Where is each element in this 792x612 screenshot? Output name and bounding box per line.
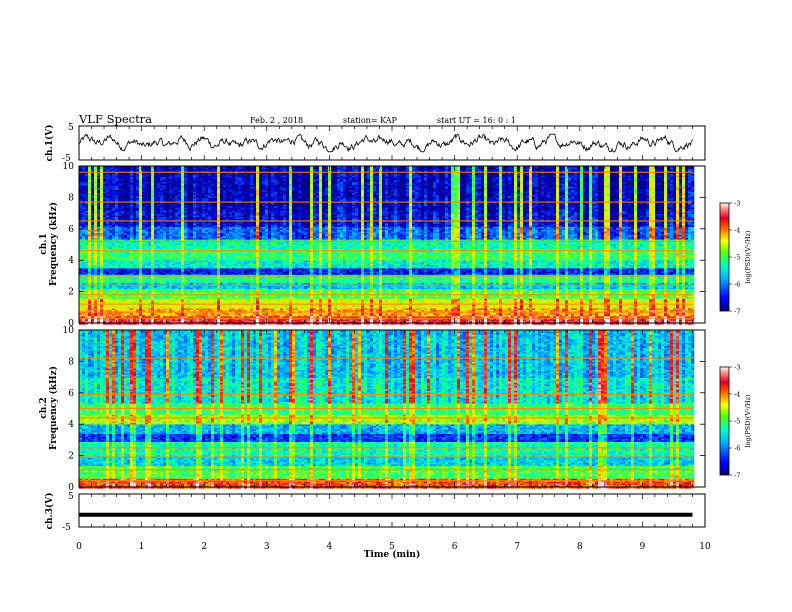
ch1-spectrogram-image <box>79 166 694 325</box>
station-label: station= KAP <box>343 116 398 125</box>
ch1-ytick-top: 5 <box>68 123 74 133</box>
ch1-waveform-trace <box>79 134 693 152</box>
ch1-waveform-line <box>79 134 693 152</box>
vlf-spectra-figure: VLF Spectra Feb. 2 , 2018 station= KAP s… <box>0 0 792 612</box>
start-time-label: start UT = 16: 0 : 1 <box>437 116 516 125</box>
date-label: Feb. 2 , 2018 <box>250 116 303 125</box>
ch1-waveform-panel: 5 -5 ch.1(V) <box>44 123 705 164</box>
ch1-ylabel: ch.1(V) <box>44 125 55 162</box>
figure-title: VLF Spectra <box>78 112 152 126</box>
